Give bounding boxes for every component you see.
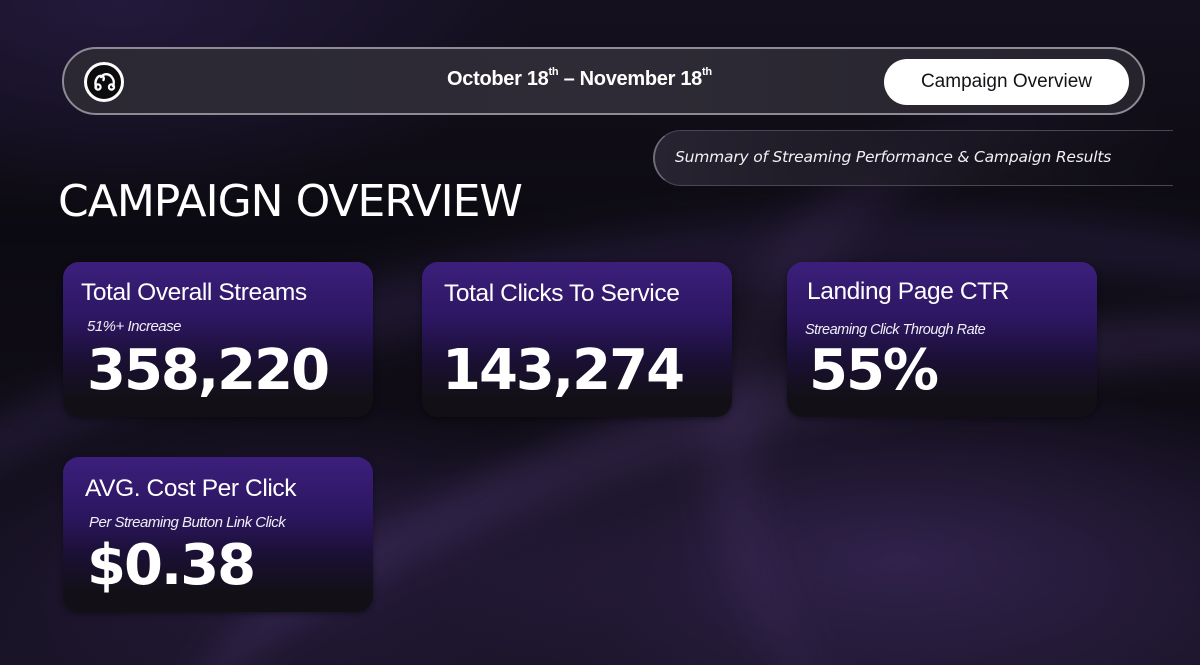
- date-end-day: 18: [680, 68, 702, 90]
- date-start-day: 18: [526, 68, 549, 90]
- metric-card-avg-cost-per-click: AVG. Cost Per Click Per Streaming Button…: [63, 457, 373, 612]
- metric-value: 55%: [809, 338, 939, 403]
- metric-card-total-clicks: Total Clicks To Service 143,274: [422, 262, 732, 417]
- metric-subtitle: 51%+ Increase: [87, 318, 181, 335]
- metric-value: 143,274: [442, 338, 685, 403]
- date-start-suffix: th: [548, 66, 559, 79]
- date-separator: –: [558, 68, 580, 90]
- date-start-month: October: [447, 68, 522, 90]
- metric-title: Total Clicks To Service: [444, 280, 680, 307]
- date-end-month: November: [579, 68, 676, 90]
- metric-value: 358,220: [87, 338, 330, 403]
- metric-card-landing-page-ctr: Landing Page CTR Streaming Click Through…: [787, 262, 1097, 417]
- metric-subtitle: Per Streaming Button Link Click: [89, 514, 286, 531]
- date-range: October 18th – November 18th: [447, 66, 712, 91]
- page-title: CAMPAIGN OVERVIEW: [58, 176, 523, 227]
- metric-value: $0.38: [87, 533, 256, 598]
- metric-title: AVG. Cost Per Click: [85, 475, 297, 502]
- top-header-bar: October 18th – November 18th Campaign Ov…: [62, 47, 1145, 115]
- headphones-logo-icon[interactable]: [84, 62, 124, 102]
- metric-title: Landing Page CTR: [807, 278, 1009, 305]
- metric-title: Total Overall Streams: [81, 279, 307, 306]
- metric-card-total-streams: Total Overall Streams 51%+ Increase 358,…: [63, 262, 373, 417]
- summary-banner: Summary of Streaming Performance & Campa…: [653, 130, 1173, 186]
- headphones-glyph-icon: [94, 73, 116, 91]
- metric-subtitle: Streaming Click Through Rate: [805, 322, 986, 338]
- campaign-overview-button[interactable]: Campaign Overview: [884, 59, 1129, 105]
- summary-text: Summary of Streaming Performance & Campa…: [675, 148, 1112, 166]
- date-end-suffix: th: [702, 66, 712, 79]
